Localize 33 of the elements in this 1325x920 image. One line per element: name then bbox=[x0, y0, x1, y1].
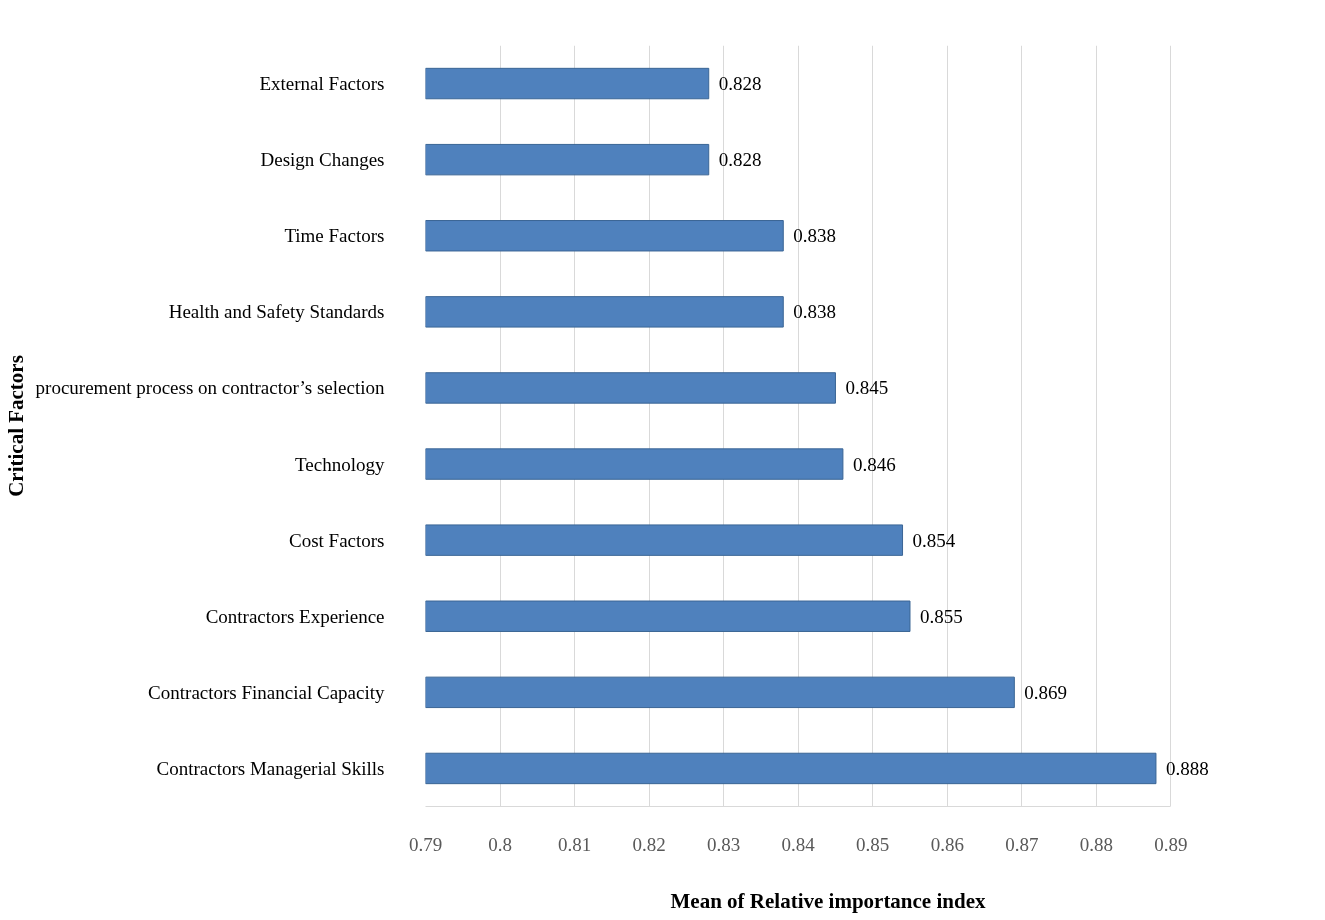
y-tick-label: Health and Safety Standards bbox=[168, 301, 385, 323]
y-axis-title: Critical Factors bbox=[3, 355, 28, 497]
y-tick-label: Technology bbox=[295, 453, 385, 475]
x-tick-label: 0.81 bbox=[557, 833, 592, 855]
x-tick-label: 0.87 bbox=[1005, 833, 1039, 855]
x-tick-label: 0.85 bbox=[856, 833, 890, 855]
x-tick-label: 0.79 bbox=[408, 833, 443, 855]
y-tick-label: Contractors Managerial Skills bbox=[156, 757, 385, 779]
data-label: 0.845 bbox=[845, 377, 889, 399]
y-tick-label: procurement process on contractor’s selection bbox=[35, 377, 385, 399]
data-label: 0.838 bbox=[793, 225, 837, 247]
x-tick-label: 0.83 bbox=[707, 833, 741, 855]
y-tick-label: External Factors bbox=[259, 73, 385, 95]
y-tick-label: Contractors Financial Capacity bbox=[148, 681, 385, 703]
x-axis-title: Mean of Relative importance index bbox=[670, 888, 986, 913]
data-label: 0.888 bbox=[1165, 757, 1209, 779]
data-label: 0.828 bbox=[718, 149, 762, 171]
x-tick-label: 0.86 bbox=[930, 833, 964, 855]
data-label: 0.838 bbox=[793, 301, 837, 323]
data-label: 0.869 bbox=[1024, 681, 1068, 703]
x-tick-label: 0.8 bbox=[488, 833, 512, 855]
data-label: 0.846 bbox=[852, 453, 896, 475]
x-tick-label: 0.89 bbox=[1154, 833, 1188, 855]
x-tick-label: 0.82 bbox=[632, 833, 666, 855]
data-label: 0.855 bbox=[919, 605, 963, 627]
x-tick-label: 0.88 bbox=[1079, 833, 1113, 855]
x-tick-label: 0.84 bbox=[781, 833, 816, 855]
y-tick-label: Contractors Experience bbox=[205, 605, 385, 627]
y-tick-label: Cost Factors bbox=[288, 529, 385, 551]
y-tick-label: Time Factors bbox=[284, 225, 385, 247]
data-label: 0.828 bbox=[718, 73, 762, 95]
y-tick-label: Design Changes bbox=[260, 149, 385, 171]
data-label: 0.854 bbox=[912, 529, 956, 551]
